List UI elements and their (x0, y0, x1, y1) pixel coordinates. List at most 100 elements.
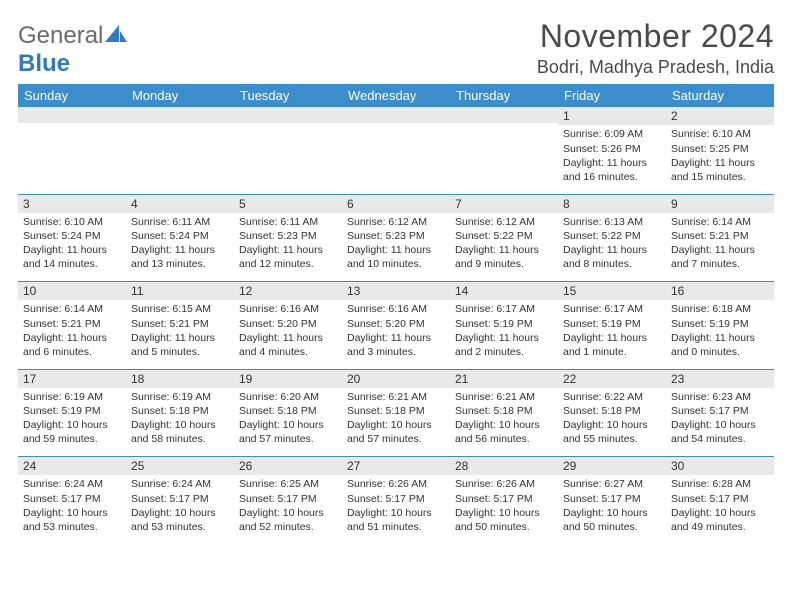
day-details: Sunrise: 6:25 AMSunset: 5:17 PMDaylight:… (234, 475, 342, 536)
day-header: Wednesday (342, 84, 450, 107)
day-header: Sunday (18, 84, 126, 107)
sunset-text: Sunset: 5:21 PM (671, 229, 769, 243)
sunrise-text: Sunrise: 6:19 AM (131, 390, 229, 404)
sunrise-text: Sunrise: 6:11 AM (239, 215, 337, 229)
sunrise-text: Sunrise: 6:21 AM (347, 390, 445, 404)
calendar-day-cell: 29Sunrise: 6:27 AMSunset: 5:17 PMDayligh… (558, 457, 666, 544)
day-number: 30 (666, 457, 774, 475)
daylight-text: Daylight: 11 hours and 16 minutes. (563, 156, 661, 184)
calendar-day-cell: 22Sunrise: 6:22 AMSunset: 5:18 PMDayligh… (558, 370, 666, 457)
calendar-day-cell: 20Sunrise: 6:21 AMSunset: 5:18 PMDayligh… (342, 370, 450, 457)
sunset-text: Sunset: 5:19 PM (455, 317, 553, 331)
sunrise-text: Sunrise: 6:16 AM (239, 302, 337, 316)
day-header: Monday (126, 84, 234, 107)
day-number: 17 (18, 370, 126, 388)
sunset-text: Sunset: 5:18 PM (455, 404, 553, 418)
day-number: 16 (666, 282, 774, 300)
calendar-day-cell: 10Sunrise: 6:14 AMSunset: 5:21 PMDayligh… (18, 282, 126, 369)
day-number: 9 (666, 195, 774, 213)
day-details: Sunrise: 6:17 AMSunset: 5:19 PMDaylight:… (450, 300, 558, 361)
calendar-day-cell: 12Sunrise: 6:16 AMSunset: 5:20 PMDayligh… (234, 282, 342, 369)
sunrise-text: Sunrise: 6:28 AM (671, 477, 769, 491)
sunset-text: Sunset: 5:19 PM (671, 317, 769, 331)
calendar-day-cell: 6Sunrise: 6:12 AMSunset: 5:23 PMDaylight… (342, 195, 450, 282)
daylight-text: Daylight: 10 hours and 50 minutes. (563, 506, 661, 534)
sunset-text: Sunset: 5:17 PM (563, 492, 661, 506)
calendar-day-cell: 27Sunrise: 6:26 AMSunset: 5:17 PMDayligh… (342, 457, 450, 544)
sunrise-text: Sunrise: 6:14 AM (671, 215, 769, 229)
daylight-text: Daylight: 11 hours and 2 minutes. (455, 331, 553, 359)
daylight-text: Daylight: 10 hours and 54 minutes. (671, 418, 769, 446)
calendar-day-cell: 21Sunrise: 6:21 AMSunset: 5:18 PMDayligh… (450, 370, 558, 457)
sunset-text: Sunset: 5:25 PM (671, 142, 769, 156)
sunset-text: Sunset: 5:17 PM (671, 404, 769, 418)
daylight-text: Daylight: 11 hours and 13 minutes. (131, 243, 229, 271)
page-header: GeneralBlue November 2024 Bodri, Madhya … (18, 18, 774, 78)
sunrise-text: Sunrise: 6:23 AM (671, 390, 769, 404)
sunset-text: Sunset: 5:17 PM (347, 492, 445, 506)
day-details: Sunrise: 6:24 AMSunset: 5:17 PMDaylight:… (18, 475, 126, 536)
day-details: Sunrise: 6:14 AMSunset: 5:21 PMDaylight:… (18, 300, 126, 361)
day-number: 7 (450, 195, 558, 213)
day-details: Sunrise: 6:17 AMSunset: 5:19 PMDaylight:… (558, 300, 666, 361)
day-number: 21 (450, 370, 558, 388)
daylight-text: Daylight: 11 hours and 9 minutes. (455, 243, 553, 271)
sunset-text: Sunset: 5:17 PM (455, 492, 553, 506)
sunset-text: Sunset: 5:24 PM (23, 229, 121, 243)
sunrise-text: Sunrise: 6:11 AM (131, 215, 229, 229)
day-details: Sunrise: 6:11 AMSunset: 5:24 PMDaylight:… (126, 213, 234, 274)
sunset-text: Sunset: 5:22 PM (455, 229, 553, 243)
month-title: November 2024 (537, 18, 774, 55)
sunrise-text: Sunrise: 6:10 AM (23, 215, 121, 229)
calendar-day-cell: 16Sunrise: 6:18 AMSunset: 5:19 PMDayligh… (666, 282, 774, 369)
calendar-day-cell: 14Sunrise: 6:17 AMSunset: 5:19 PMDayligh… (450, 282, 558, 369)
day-details: Sunrise: 6:26 AMSunset: 5:17 PMDaylight:… (450, 475, 558, 536)
calendar-day-cell: 5Sunrise: 6:11 AMSunset: 5:23 PMDaylight… (234, 195, 342, 282)
sunset-text: Sunset: 5:26 PM (563, 142, 661, 156)
day-number: 23 (666, 370, 774, 388)
calendar-day-cell (126, 107, 234, 194)
daylight-text: Daylight: 11 hours and 8 minutes. (563, 243, 661, 271)
daylight-text: Daylight: 11 hours and 0 minutes. (671, 331, 769, 359)
day-details: Sunrise: 6:15 AMSunset: 5:21 PMDaylight:… (126, 300, 234, 361)
day-number: 14 (450, 282, 558, 300)
day-details: Sunrise: 6:09 AMSunset: 5:26 PMDaylight:… (558, 125, 666, 186)
day-details: Sunrise: 6:26 AMSunset: 5:17 PMDaylight:… (342, 475, 450, 536)
calendar-day-cell: 1Sunrise: 6:09 AMSunset: 5:26 PMDaylight… (558, 107, 666, 194)
daylight-text: Daylight: 11 hours and 1 minute. (563, 331, 661, 359)
sunset-text: Sunset: 5:18 PM (347, 404, 445, 418)
daylight-text: Daylight: 10 hours and 59 minutes. (23, 418, 121, 446)
day-details: Sunrise: 6:21 AMSunset: 5:18 PMDaylight:… (342, 388, 450, 449)
brand-name-blue: Blue (18, 50, 70, 77)
calendar-day-cell (18, 107, 126, 194)
sunrise-text: Sunrise: 6:16 AM (347, 302, 445, 316)
sunset-text: Sunset: 5:18 PM (131, 404, 229, 418)
sunset-text: Sunset: 5:20 PM (239, 317, 337, 331)
day-details: Sunrise: 6:11 AMSunset: 5:23 PMDaylight:… (234, 213, 342, 274)
sunset-text: Sunset: 5:17 PM (239, 492, 337, 506)
sunset-text: Sunset: 5:23 PM (347, 229, 445, 243)
calendar-day-cell: 30Sunrise: 6:28 AMSunset: 5:17 PMDayligh… (666, 457, 774, 544)
sunset-text: Sunset: 5:17 PM (131, 492, 229, 506)
day-number: 27 (342, 457, 450, 475)
daylight-text: Daylight: 10 hours and 53 minutes. (131, 506, 229, 534)
day-details: Sunrise: 6:14 AMSunset: 5:21 PMDaylight:… (666, 213, 774, 274)
sunrise-text: Sunrise: 6:25 AM (239, 477, 337, 491)
calendar-day-cell: 4Sunrise: 6:11 AMSunset: 5:24 PMDaylight… (126, 195, 234, 282)
day-header: Tuesday (234, 84, 342, 107)
location-subtitle: Bodri, Madhya Pradesh, India (537, 57, 774, 78)
day-details: Sunrise: 6:21 AMSunset: 5:18 PMDaylight:… (450, 388, 558, 449)
sunrise-text: Sunrise: 6:21 AM (455, 390, 553, 404)
daylight-text: Daylight: 10 hours and 52 minutes. (239, 506, 337, 534)
day-details: Sunrise: 6:23 AMSunset: 5:17 PMDaylight:… (666, 388, 774, 449)
daylight-text: Daylight: 11 hours and 10 minutes. (347, 243, 445, 271)
day-header: Thursday (450, 84, 558, 107)
day-number (126, 107, 234, 123)
sunrise-text: Sunrise: 6:10 AM (671, 127, 769, 141)
calendar-week-row: 24Sunrise: 6:24 AMSunset: 5:17 PMDayligh… (18, 457, 774, 544)
sunrise-text: Sunrise: 6:20 AM (239, 390, 337, 404)
calendar-week-row: 3Sunrise: 6:10 AMSunset: 5:24 PMDaylight… (18, 195, 774, 282)
calendar-day-cell: 25Sunrise: 6:24 AMSunset: 5:17 PMDayligh… (126, 457, 234, 544)
calendar-day-cell: 26Sunrise: 6:25 AMSunset: 5:17 PMDayligh… (234, 457, 342, 544)
daylight-text: Daylight: 11 hours and 4 minutes. (239, 331, 337, 359)
